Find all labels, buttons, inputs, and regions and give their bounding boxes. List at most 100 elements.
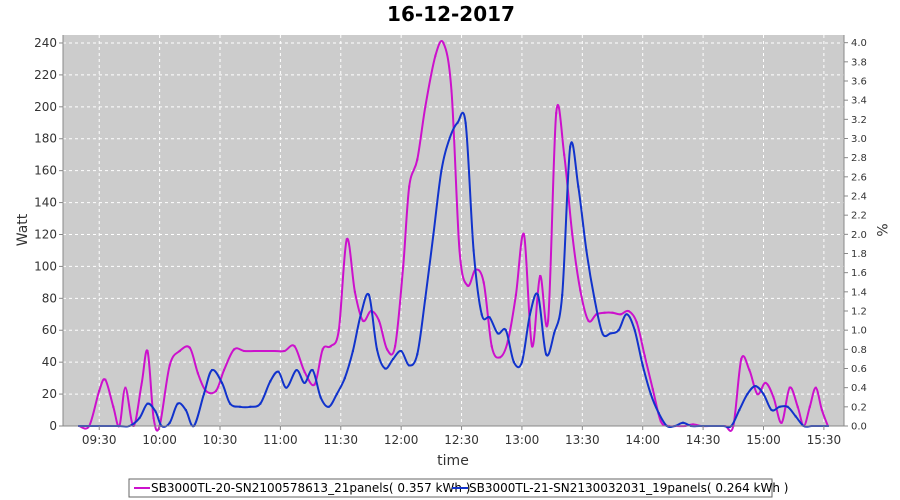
series-2-point	[553, 332, 556, 335]
series-2-point	[641, 364, 644, 367]
series-1-point	[168, 364, 171, 367]
y-tick-label: 80	[42, 291, 57, 305]
y-right-tick-label: 4.0	[851, 38, 867, 49]
series-2-point	[138, 417, 141, 419]
series-1-point	[402, 265, 405, 268]
series-2-point	[154, 410, 157, 413]
series-1-point	[603, 311, 606, 314]
y-tick-label: 240	[34, 36, 57, 50]
series-2-point	[176, 402, 179, 405]
series-1-point	[424, 105, 427, 108]
series-2-point	[424, 297, 427, 300]
series-2-point	[762, 393, 765, 396]
series-1-point	[386, 348, 389, 351]
series-1-point	[313, 383, 316, 386]
series-2-point	[146, 402, 149, 405]
legend-box	[128, 478, 773, 498]
y-tick-label: 160	[34, 164, 57, 178]
series-1-point	[619, 313, 622, 316]
y-tick-label: 20	[42, 387, 57, 401]
series-1-point	[243, 350, 246, 352]
y-right-tick-label: 3.0	[851, 134, 867, 145]
y-tick-label: 100	[34, 259, 57, 273]
x-tick-label: 15:00	[746, 433, 781, 447]
series-2-point	[577, 185, 580, 188]
series-1-point	[651, 388, 654, 391]
series-2-point	[335, 393, 338, 396]
series-2-point	[786, 405, 789, 408]
series-1-point	[635, 321, 638, 324]
series-2-point	[168, 421, 171, 424]
series-2-point	[472, 249, 475, 252]
series-1-point	[353, 290, 356, 293]
series-1-point	[814, 386, 817, 389]
y-right-tick-label: 3.4	[851, 96, 867, 107]
y-right-tick-label: 1.2	[851, 307, 867, 318]
legend-label-series-2: SB3000TL-21-SN2130032031_19panels( 0.264…	[469, 481, 788, 495]
series-2-point	[496, 332, 499, 335]
series-1-point	[178, 350, 181, 352]
series-2-point	[295, 369, 298, 372]
series-2-point	[368, 294, 370, 297]
series-2-point	[416, 353, 419, 356]
series-2-point	[202, 393, 205, 396]
series-1-point	[796, 405, 799, 408]
series-1-point	[293, 345, 296, 348]
series-2-point	[746, 393, 749, 396]
series-2-point	[609, 332, 612, 335]
y-tick-label: 140	[34, 196, 57, 210]
x-tick-label: 12:00	[384, 433, 419, 447]
series-2-point	[488, 316, 491, 319]
y-tick-label: 0	[49, 419, 57, 433]
y-right-tick-label: 1.8	[851, 249, 867, 260]
series-1-point	[506, 340, 509, 343]
series-2-point	[432, 233, 435, 236]
series-1-point	[490, 345, 493, 348]
series-1-point	[253, 350, 256, 352]
x-tick-label: 11:30	[323, 433, 358, 447]
y-right-tick-label: 1.4	[851, 287, 867, 298]
series-1-point	[571, 233, 574, 236]
y-right-tick-label: 2.4	[851, 192, 867, 203]
series-2-point	[520, 361, 523, 364]
series-2-point	[239, 405, 242, 408]
series-2-point	[770, 409, 773, 411]
series-2-point	[754, 385, 757, 388]
series-1-point	[146, 350, 149, 352]
series-2-point	[657, 412, 660, 415]
series-2-point	[585, 249, 588, 252]
x-tick-label: 09:30	[82, 433, 117, 447]
series-1-point	[434, 54, 437, 57]
x-tick-label: 10:00	[142, 433, 177, 447]
series-1-point	[152, 417, 155, 419]
series-2-point	[464, 121, 467, 124]
series-1-point	[98, 389, 101, 392]
y-axis-right-title: %	[873, 223, 889, 236]
series-1-point	[442, 42, 445, 44]
y-tick-label: 40	[42, 355, 57, 369]
plot-background	[63, 35, 844, 426]
series-1-point	[748, 369, 751, 372]
series-2-point	[480, 313, 483, 316]
series-2-point	[319, 396, 322, 399]
y-axis-ticks: 0 20 40 60 80 100 120 140 160 180 200 220 240	[34, 36, 63, 433]
series-1-point	[112, 405, 115, 408]
y-tick-label: 120	[34, 227, 57, 241]
y-right-tick-label: 2.0	[851, 230, 867, 241]
y-right-tick-label: 0.0	[851, 422, 867, 433]
y-right-tick-label: 3.8	[851, 57, 867, 68]
legend: SB3000TL-20-SN2100578613_21panels( 0.357…	[128, 478, 788, 498]
x-tick-label: 15:30	[807, 433, 842, 447]
series-2-point	[311, 369, 314, 372]
series-2-point	[259, 402, 262, 405]
series-2-point	[351, 350, 354, 352]
y-tick-label: 180	[34, 132, 57, 146]
series-1-point	[579, 289, 582, 292]
series-2-point	[456, 121, 459, 124]
series-1-point	[788, 386, 791, 389]
series-1-point	[772, 396, 775, 399]
y-tick-label: 60	[42, 323, 57, 337]
series-1-point	[563, 153, 566, 156]
series-1-point	[263, 350, 266, 352]
series-2-point	[440, 169, 443, 172]
